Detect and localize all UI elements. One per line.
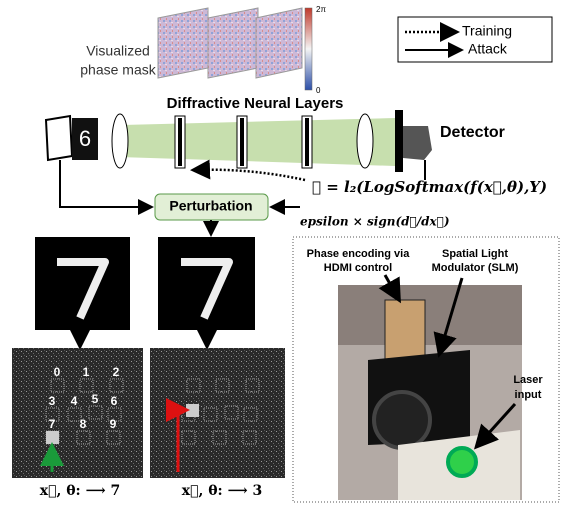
laser-label: Laser [513,374,543,386]
phase-mask [256,8,302,78]
attack-line [60,160,150,207]
slm-encoding-label: HDMI control [324,262,392,274]
hot-region [186,404,199,417]
gradient-formula: epsilon × sign(dℒ/dx⃗) [300,215,450,229]
training-arrow [195,170,305,180]
slm-label: Spatial Light [442,248,508,260]
detector-digit: 5 [92,392,99,406]
lens [112,114,128,168]
caption: x⃗, θ: ⟶ 7 [40,483,121,499]
slm-aperture [374,392,430,448]
mask-label: Visualized [86,43,150,59]
mask-label: phase mask [80,62,156,78]
scale-max: 2π [316,5,326,14]
detector-digit: 8 [80,417,87,431]
detector-body [403,126,432,160]
laser-label: input [515,389,542,401]
slm-label: Modulator (SLM) [432,262,519,274]
figure: 2π 0 Visualized phase mask Training Atta… [0,0,564,505]
slm-encoding-label: Phase encoding via [307,248,411,260]
detector-label: Detector [440,124,505,141]
phase-mask [158,8,208,78]
colorbar [305,8,312,90]
detector-digit: 7 [49,417,56,431]
photo-background [338,285,522,345]
perturbation-label: Perturbation [169,198,252,214]
laser-spot [448,448,476,476]
detector-digit: 1 [83,365,90,379]
diffractive-layer [305,118,309,166]
slm-board [385,300,425,360]
legend-attack: Attack [468,41,508,57]
hot-region [46,431,59,444]
phase-mask [208,8,258,78]
detector-digit: 4 [71,394,78,408]
detector-digit: 0 [54,365,61,379]
input-digit: 6 [79,126,91,151]
detector-digit: 6 [111,394,118,408]
detector-digit: 9 [110,417,117,431]
loss-formula: ℒ = l₂(LogSoftmax(f(x⃗,θ),Y) [312,178,547,196]
object-card [46,116,72,160]
scale-min: 0 [316,86,321,95]
detector-digit: 3 [49,394,56,408]
detector-plate [395,110,403,172]
detector-digit: 2 [113,365,120,379]
detector-plane [12,348,143,478]
lens [357,114,373,168]
diffractive-layer [240,118,244,166]
legend-training: Training [462,23,512,39]
diffractive-layer [178,118,182,166]
beam [120,118,395,166]
caption: x⃗, θ: ⟶ 3 [182,483,263,499]
setup-title: Diffractive Neural Layers [167,95,344,112]
